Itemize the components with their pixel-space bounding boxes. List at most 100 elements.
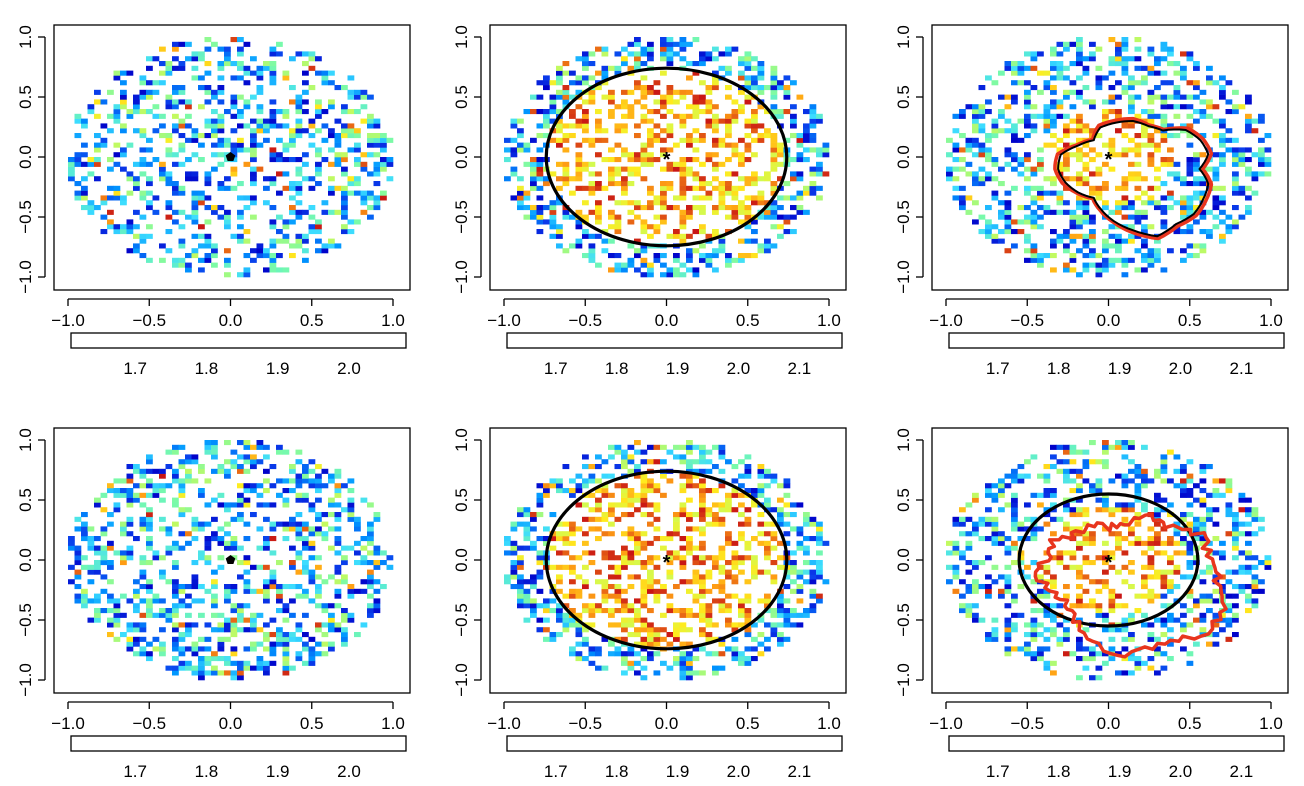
heat-cell — [1050, 612, 1057, 618]
heat-cell — [614, 569, 622, 575]
heat-cell — [1004, 209, 1012, 215]
heat-cell — [204, 123, 212, 129]
heat-cell — [1063, 41, 1070, 47]
heat-cell — [276, 214, 283, 220]
heat-cell — [1160, 133, 1168, 139]
heat-cell — [991, 157, 999, 163]
heat-cell — [731, 464, 739, 470]
heat-cell — [965, 540, 973, 546]
heat-cell — [725, 531, 732, 537]
heat-cell — [347, 123, 355, 129]
heat-cell — [74, 152, 82, 158]
heat-cell — [972, 492, 979, 498]
heat-cell — [139, 569, 147, 575]
colorbar-tick-label: 1.9 — [266, 762, 290, 781]
heat-cell — [972, 104, 979, 110]
heat-cell — [686, 464, 693, 470]
heat-cell — [1180, 104, 1187, 110]
heat-cell — [725, 574, 732, 580]
heat-cell — [556, 233, 563, 239]
heat-cell — [198, 492, 205, 498]
x-tick-label: 1.0 — [817, 311, 841, 330]
heat-cell — [686, 526, 693, 532]
heat-cell — [809, 113, 817, 119]
heat-cell — [230, 185, 238, 191]
heat-cell — [803, 137, 810, 143]
heat-cell — [133, 636, 140, 642]
heat-cell — [191, 651, 199, 657]
heat-cell — [666, 272, 674, 278]
heat-cell — [1212, 574, 1220, 580]
heat-cell — [139, 598, 147, 604]
heat-cell — [621, 123, 628, 129]
heat-cell — [673, 161, 680, 167]
heat-cell — [1154, 166, 1161, 172]
heat-cell — [1082, 214, 1090, 220]
heat-cell — [757, 123, 765, 129]
heat-cell — [692, 94, 700, 100]
heat-cell — [172, 579, 179, 585]
heat-cell — [1160, 622, 1168, 628]
heat-cell — [816, 574, 823, 580]
heat-cell — [1264, 157, 1272, 163]
heat-cell — [107, 89, 114, 95]
heat-cell — [269, 80, 277, 86]
heat-cell — [608, 622, 615, 628]
heat-cell — [634, 41, 641, 47]
heat-cell — [1089, 440, 1096, 446]
heat-cell — [1076, 37, 1083, 43]
heat-cell — [1030, 104, 1038, 110]
heat-cell — [367, 142, 374, 148]
heat-cell — [263, 478, 270, 484]
heat-cell — [1167, 94, 1174, 100]
heat-cell — [1154, 473, 1161, 479]
heat-cell — [256, 564, 264, 570]
heat-cell — [276, 51, 283, 57]
heat-cell — [803, 512, 810, 518]
heat-cell — [991, 521, 999, 527]
heat-cell — [1186, 161, 1194, 167]
heat-cell — [705, 555, 713, 561]
heat-cell — [744, 473, 752, 479]
heat-cell — [295, 185, 303, 191]
heat-cell — [647, 200, 654, 206]
heat-cell — [978, 85, 986, 91]
heat-cell — [634, 61, 641, 67]
heat-cell — [718, 564, 726, 570]
heat-cell — [113, 70, 121, 76]
heat-cell — [250, 147, 257, 153]
heat-cell — [308, 651, 316, 657]
heat-cell — [582, 51, 589, 57]
heat-cell — [1050, 133, 1057, 139]
heat-cell — [1147, 137, 1155, 143]
heat-cell — [621, 99, 628, 105]
heat-cell — [549, 636, 557, 642]
heat-cell — [289, 632, 296, 638]
heat-cell — [595, 181, 602, 187]
heat-cell — [1115, 670, 1122, 676]
heat-cell — [601, 46, 609, 52]
heat-cell — [1128, 656, 1135, 662]
heat-cell — [991, 632, 999, 638]
heat-cell — [816, 171, 823, 177]
heat-cell — [276, 137, 283, 143]
heat-cell — [744, 656, 752, 662]
heat-cell — [1154, 507, 1161, 513]
heatmap-cells — [946, 37, 1272, 278]
heat-cell — [718, 248, 726, 254]
heat-cell — [1134, 142, 1142, 148]
heat-cell — [777, 622, 784, 628]
heat-cell — [146, 612, 153, 618]
panel-row2-col3: −1.0 −0.5 0.0 0.5 1.0−1.0−0.50.00.51.0*1.7 1.… — [894, 427, 1289, 781]
heat-cell — [673, 41, 680, 47]
heat-cell — [757, 195, 765, 201]
heat-cell — [549, 80, 557, 86]
heat-cell — [679, 41, 687, 47]
heat-cell — [172, 65, 179, 71]
heat-cell — [621, 190, 628, 196]
heat-cell — [1147, 555, 1155, 561]
colorbar-tick-label: 2.0 — [337, 762, 361, 781]
heat-cell — [621, 636, 628, 642]
heat-cell — [1030, 516, 1038, 522]
heat-cell — [1245, 205, 1252, 211]
